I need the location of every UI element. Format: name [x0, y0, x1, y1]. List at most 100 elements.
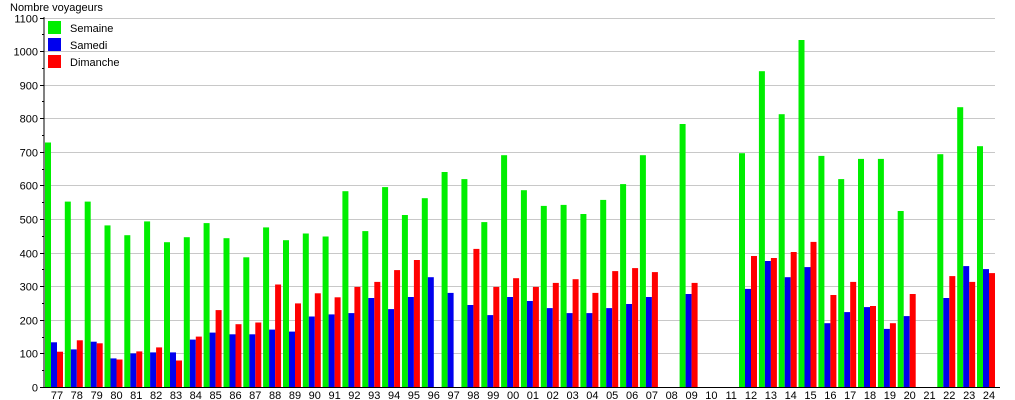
- bar-samedi-93: [368, 298, 375, 387]
- bar-dimanche-05: [612, 271, 619, 387]
- x-tick-label: 10: [705, 390, 717, 400]
- x-tick-label: 88: [269, 390, 281, 400]
- legend-swatch-semaine: [48, 21, 61, 34]
- bar-samedi-80: [110, 358, 117, 387]
- bar-dimanche-79: [96, 343, 103, 387]
- x-tick-label: 04: [586, 390, 598, 400]
- x-axis-ticks: 77 78 79 80 81 82 83 84 85 86 87 88 89 90 91 92 93 94 95 96…: [51, 390, 995, 400]
- bar-samedi-85: [209, 332, 216, 387]
- x-tick-label: 21: [923, 390, 935, 400]
- bar-samedi-00: [507, 297, 514, 387]
- x-tick-label: 09: [685, 390, 697, 400]
- bar-samedi-94: [388, 309, 395, 387]
- bar-samedi-95: [407, 297, 414, 387]
- bar-dimanche-03: [572, 279, 579, 387]
- bar-semaine-92: [342, 191, 349, 387]
- bar-samedi-86: [229, 334, 236, 387]
- bar-dimanche-90: [314, 293, 321, 387]
- bar-samedi-07: [645, 297, 652, 387]
- bar-dimanche-83: [176, 360, 182, 387]
- x-tick-label: 84: [190, 390, 202, 400]
- bar-semaine-02: [540, 205, 547, 387]
- bar-samedi-82: [150, 352, 157, 387]
- bar-semaine-85: [203, 223, 210, 387]
- bar-samedi-12: [745, 288, 751, 387]
- bar-dimanche-99: [493, 286, 500, 387]
- bar-samedi-22: [943, 298, 950, 387]
- bar-semaine-15: [798, 40, 805, 387]
- bar-samedi-06: [626, 304, 633, 387]
- bar-semaine-89: [283, 240, 289, 387]
- bar-dimanche-00: [513, 278, 520, 387]
- x-tick-label: 03: [566, 390, 578, 400]
- y-axis-ticks: 0 100 200 300 400 500 600 700 800 900 1000 1100: [14, 14, 44, 395]
- x-tick-label: 85: [209, 390, 221, 400]
- bar-samedi-03: [566, 313, 573, 387]
- bar-semaine-88: [263, 227, 270, 387]
- legend-swatch-samedi: [48, 38, 61, 51]
- x-tick-label: 92: [348, 390, 360, 400]
- legend-swatch-dimanche: [48, 55, 61, 68]
- bar-dimanche-19: [889, 323, 896, 387]
- y-tick-label: 1100: [14, 14, 38, 26]
- x-tick-label: 94: [388, 390, 400, 400]
- bar-dimanche-89: [295, 303, 301, 387]
- y-tick-label: 800: [20, 114, 38, 126]
- x-tick-label: 91: [328, 390, 340, 400]
- bar-samedi-78: [70, 349, 77, 387]
- legend-label-samedi: Samedi: [70, 40, 107, 52]
- bar-dimanche-98: [473, 248, 480, 387]
- bar-dimanche-82: [156, 347, 163, 387]
- bar-dimanche-14: [790, 252, 797, 387]
- bar-dimanche-80: [116, 359, 123, 387]
- bar-semaine-01: [520, 190, 527, 387]
- bar-semaine-90: [302, 233, 309, 387]
- bar-samedi-99: [487, 315, 494, 387]
- bar-dimanche-16: [830, 295, 837, 387]
- bar-samedi-19: [883, 328, 890, 387]
- bar-samedi-18: [864, 307, 870, 387]
- x-tick-label: 11: [725, 390, 736, 400]
- bar-dimanche-23: [969, 281, 976, 387]
- bar-dimanche-77: [57, 351, 63, 387]
- bar-samedi-20: [903, 316, 910, 387]
- bar-samedi-77: [51, 342, 57, 387]
- bar-samedi-98: [467, 305, 474, 387]
- bar-dimanche-04: [592, 292, 599, 387]
- bar-semaine-13: [758, 71, 765, 387]
- bar-semaine-77: [45, 142, 51, 387]
- gridlines: [44, 18, 995, 354]
- bar-dimanche-18: [870, 306, 876, 387]
- x-tick-label: 06: [626, 390, 638, 400]
- x-tick-label: 90: [309, 390, 321, 400]
- bar-dimanche-85: [215, 310, 222, 387]
- bar-semaine-24: [977, 146, 983, 387]
- bar-dimanche-94: [394, 270, 401, 387]
- y-tick-label: 600: [20, 181, 38, 193]
- bar-dimanche-87: [255, 322, 262, 387]
- x-tick-label: 80: [110, 390, 122, 400]
- x-tick-label: 20: [904, 390, 916, 400]
- bar-dimanche-15: [810, 241, 817, 387]
- bar-semaine-93: [362, 231, 369, 387]
- bar-semaine-80: [104, 225, 111, 387]
- bar-dimanche-86: [235, 324, 242, 387]
- bars: [45, 40, 995, 387]
- legend-label-semaine: Semaine: [70, 23, 113, 35]
- bar-semaine-22: [937, 154, 944, 387]
- bar-samedi-96: [427, 277, 434, 387]
- y-tick-label: 200: [20, 316, 38, 328]
- bar-samedi-89: [289, 331, 295, 387]
- bar-samedi-17: [844, 312, 851, 387]
- bar-samedi-83: [170, 352, 176, 387]
- bar-samedi-24: [983, 269, 989, 387]
- bar-samedi-92: [348, 313, 355, 387]
- x-tick-label: 01: [527, 390, 539, 400]
- x-tick-label: 83: [170, 390, 182, 400]
- x-tick-label: 98: [467, 390, 479, 400]
- bar-semaine-86: [223, 238, 230, 387]
- bar-dimanche-78: [76, 340, 83, 387]
- bar-dimanche-95: [413, 260, 420, 387]
- x-tick-label: 78: [71, 390, 83, 400]
- bar-semaine-79: [84, 201, 91, 387]
